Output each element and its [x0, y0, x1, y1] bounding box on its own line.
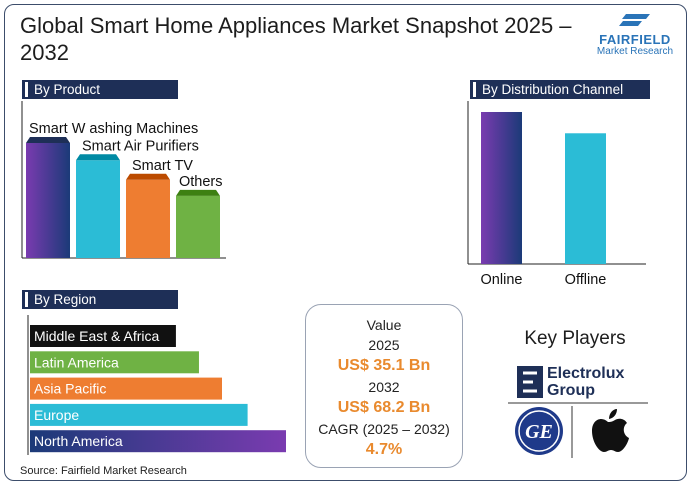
region-bar-europe — [30, 403, 248, 426]
product-label-others: Others — [179, 174, 223, 190]
product-label-smart-air-purifiers: Smart Air Purifiers — [82, 138, 199, 154]
value-year-2025: 2025 — [368, 337, 400, 353]
region-bar-latin-america — [30, 351, 199, 374]
region-label-middle-east-africa: Middle East & Africa — [34, 328, 159, 344]
product-bar-cap-others — [176, 189, 220, 196]
electrolux-logo: Electrolux Group — [517, 366, 637, 400]
product-bar-cap-smart-tv — [126, 173, 170, 180]
key-players-title: Key Players — [524, 328, 626, 349]
region-label-europe: Europe — [34, 407, 79, 423]
value-2025: US$ 35.1 Bn — [337, 357, 431, 374]
logo-subtitle: Market Research — [596, 46, 674, 57]
cagr-label: CAGR (2025 – 2032) — [318, 421, 450, 437]
source-note: Source: Fairfield Market Research — [20, 465, 187, 477]
distribution-bar-offline — [565, 133, 606, 264]
fairfield-logo: FAIRFIELD Market Research — [590, 10, 680, 60]
electrolux-name: Electrolux — [547, 365, 625, 382]
cagr-value: 4.7% — [365, 441, 403, 458]
value-2032: US$ 68.2 Bn — [337, 399, 431, 416]
product-label-smart-w-ashing-machines: Smart W ashing Machines — [29, 121, 198, 137]
product-bar-smart-air-purifiers — [76, 160, 120, 258]
product-bar-smart-w-ashing-machines — [26, 143, 70, 258]
product-bar-smart-tv — [126, 179, 170, 258]
logo-name: FAIRFIELD — [599, 32, 671, 47]
electrolux-group: Group — [547, 382, 595, 399]
product-bar-cap-smart-air-purifiers — [76, 154, 120, 161]
ge-text: GE — [525, 421, 553, 443]
value-label: Value — [366, 317, 402, 333]
product-bar-cap-smart-w-ashing-machines — [26, 137, 70, 143]
electrolux-icon — [517, 366, 543, 398]
region-label-latin-america: Latin America — [34, 354, 119, 370]
region-label-north-america: North America — [34, 433, 123, 449]
fairfield-logo-mark — [619, 14, 650, 26]
region-bar-asia-pacific — [30, 377, 222, 400]
ge-icon: GE — [515, 407, 563, 455]
market-value-box: Value 2025 US$ 35.1 Bn 2032 US$ 68.2 Bn … — [305, 304, 463, 468]
distribution-label-online: Online — [481, 272, 523, 288]
outer-frame — [4, 4, 687, 481]
region-label-asia-pacific: Asia Pacific — [34, 381, 106, 397]
by-distribution-header: By Distribution Channel — [470, 80, 650, 99]
product-label-smart-tv: Smart TV — [132, 158, 193, 174]
by-region-header: By Region — [22, 290, 178, 309]
distribution-label-offline: Offline — [565, 272, 607, 288]
by-product-header: By Product — [22, 80, 178, 99]
apple-icon — [592, 409, 629, 452]
ge-apple-logos: GE — [508, 402, 648, 458]
product-bar-others — [176, 195, 220, 258]
distribution-bar-online — [481, 112, 522, 264]
value-year-2032: 2032 — [368, 379, 400, 395]
page-title: Global Smart Home Appliances Market Snap… — [20, 13, 572, 65]
region-bar-middle-east-africa — [30, 325, 176, 347]
region-bar-north-america — [30, 430, 286, 453]
